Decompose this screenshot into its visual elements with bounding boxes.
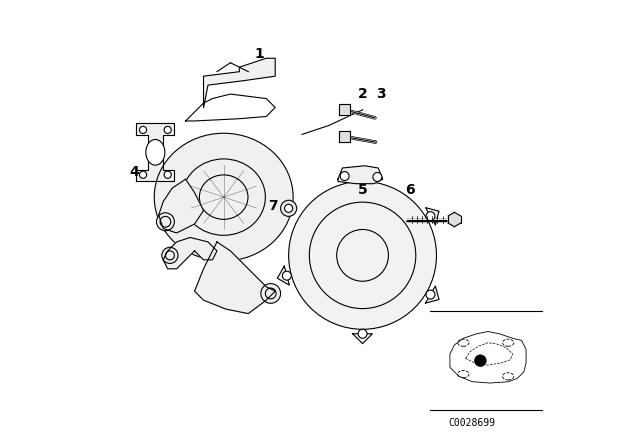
Circle shape <box>140 171 147 178</box>
Polygon shape <box>426 286 439 303</box>
Circle shape <box>340 172 349 181</box>
Text: 7: 7 <box>268 199 278 213</box>
Polygon shape <box>136 123 174 181</box>
Polygon shape <box>448 212 461 227</box>
Circle shape <box>358 329 367 338</box>
Text: 4: 4 <box>129 165 139 180</box>
Text: 6: 6 <box>404 183 415 198</box>
Circle shape <box>140 126 147 134</box>
Ellipse shape <box>154 133 293 261</box>
Circle shape <box>426 212 435 221</box>
Polygon shape <box>159 179 204 233</box>
Circle shape <box>164 171 172 178</box>
Circle shape <box>282 271 291 280</box>
Circle shape <box>162 247 178 263</box>
Polygon shape <box>277 266 289 285</box>
Circle shape <box>344 174 353 183</box>
Polygon shape <box>204 58 275 108</box>
Polygon shape <box>353 334 372 344</box>
Circle shape <box>426 290 435 299</box>
Text: 3: 3 <box>376 87 385 101</box>
Polygon shape <box>163 237 217 269</box>
Polygon shape <box>339 104 350 115</box>
Polygon shape <box>339 131 350 142</box>
Circle shape <box>475 355 486 366</box>
Circle shape <box>285 204 292 212</box>
Circle shape <box>156 213 174 231</box>
Circle shape <box>373 172 382 181</box>
Polygon shape <box>195 242 275 314</box>
Polygon shape <box>426 207 439 225</box>
Circle shape <box>280 200 297 216</box>
Polygon shape <box>338 166 383 184</box>
Ellipse shape <box>289 181 436 329</box>
Circle shape <box>164 126 172 134</box>
Text: 5: 5 <box>358 183 367 198</box>
Text: 1: 1 <box>255 47 264 61</box>
Text: 2: 2 <box>358 87 367 101</box>
Polygon shape <box>339 168 358 180</box>
Circle shape <box>261 284 280 303</box>
Text: C0028699: C0028699 <box>449 418 496 428</box>
Ellipse shape <box>146 139 165 165</box>
